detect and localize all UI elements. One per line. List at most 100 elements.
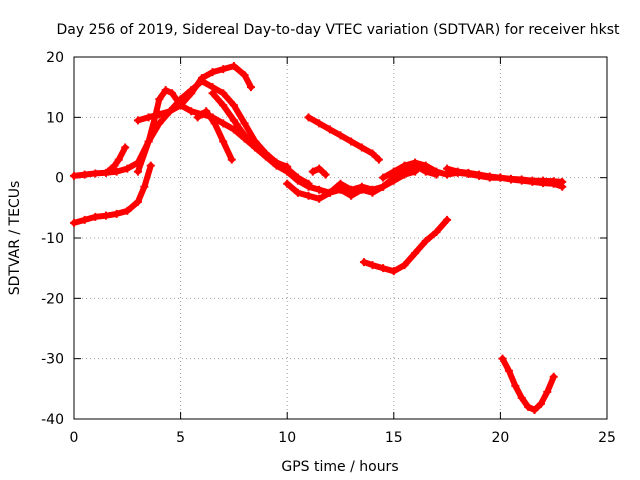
data-point: [140, 182, 149, 191]
series-arc-l: [443, 164, 567, 191]
data-point: [219, 137, 228, 146]
data-point: [219, 101, 228, 110]
data-point: [165, 107, 174, 116]
data-point: [187, 107, 196, 116]
data-point: [389, 267, 398, 276]
series-arc-j: [308, 164, 330, 179]
data-point: [543, 387, 552, 396]
data-point: [101, 211, 110, 220]
data-point: [91, 212, 100, 221]
data-point: [272, 161, 281, 170]
data-series: [70, 62, 567, 414]
data-point: [511, 381, 520, 390]
data-point: [443, 164, 452, 173]
data-point: [374, 155, 383, 164]
data-point: [155, 95, 164, 104]
data-point: [315, 185, 324, 194]
data-point: [176, 101, 185, 110]
data-point: [315, 119, 324, 128]
x-tick-label: 10: [278, 430, 296, 446]
data-point: [133, 167, 142, 176]
series-arc-f: [193, 107, 236, 164]
data-point: [400, 161, 409, 170]
y-tick-label: 0: [55, 171, 64, 187]
data-point: [347, 191, 356, 200]
data-point: [336, 185, 345, 194]
data-point: [549, 372, 558, 381]
data-point: [530, 405, 539, 414]
data-point: [219, 119, 228, 128]
data-point: [517, 393, 526, 402]
series-line: [499, 355, 557, 413]
series-arc-i: [304, 113, 383, 164]
x-tick-label: 0: [70, 430, 79, 446]
series-arc-h: [283, 167, 420, 203]
data-point: [208, 68, 217, 77]
data-point: [293, 188, 302, 197]
data-point: [421, 237, 430, 246]
data-point: [336, 131, 345, 140]
data-point: [123, 206, 132, 215]
data-point: [475, 170, 484, 179]
x-tick-label: 20: [491, 430, 509, 446]
x-tick-label: 5: [176, 430, 185, 446]
data-point: [368, 188, 377, 197]
data-point: [453, 167, 462, 176]
data-point: [304, 113, 313, 122]
data-point: [389, 176, 398, 185]
series-line: [305, 114, 382, 163]
data-point: [485, 172, 494, 181]
series-arc-e: [133, 62, 255, 125]
y-tick-label: -40: [41, 412, 64, 428]
data-point: [246, 83, 255, 92]
data-point: [411, 249, 420, 258]
data-point: [400, 170, 409, 179]
data-point: [261, 152, 270, 161]
x-tick-label: 15: [385, 430, 403, 446]
data-point: [193, 113, 202, 122]
data-point: [114, 155, 123, 164]
data-point: [539, 179, 548, 188]
data-point: [80, 170, 89, 179]
series-arc-b: [70, 161, 155, 227]
chart-title: Day 256 of 2019, Sidereal Day-to-day VTE…: [57, 22, 620, 38]
data-point: [202, 107, 211, 116]
data-point: [227, 155, 236, 164]
data-point: [123, 164, 132, 173]
series-arc-c: [104, 143, 130, 176]
data-point: [240, 71, 249, 80]
data-point: [293, 176, 302, 185]
data-point: [524, 402, 533, 411]
data-point: [411, 167, 420, 176]
data-point: [229, 101, 238, 110]
data-point: [240, 119, 249, 128]
x-tick-label: 25: [598, 430, 616, 446]
y-tick-label: -30: [41, 352, 64, 368]
data-point: [315, 194, 324, 203]
data-point: [464, 168, 473, 177]
data-point: [229, 62, 238, 71]
data-point: [146, 161, 155, 170]
y-tick-label: 10: [46, 110, 64, 126]
data-point: [496, 173, 505, 182]
data-point: [240, 131, 249, 140]
data-point: [517, 176, 526, 185]
data-point: [359, 258, 368, 267]
data-point: [133, 197, 142, 206]
data-point: [400, 261, 409, 270]
series-line: [194, 108, 235, 163]
data-point: [504, 366, 513, 375]
data-point: [432, 167, 441, 176]
data-point: [528, 177, 537, 186]
data-point: [357, 143, 366, 152]
series-line: [361, 216, 451, 275]
data-point: [155, 110, 164, 119]
data-point: [283, 179, 292, 188]
data-point: [112, 167, 121, 176]
data-point: [144, 113, 153, 122]
data-point: [315, 164, 324, 173]
data-point: [549, 179, 558, 188]
data-point: [379, 173, 388, 182]
data-point: [133, 116, 142, 125]
data-point: [210, 119, 219, 128]
